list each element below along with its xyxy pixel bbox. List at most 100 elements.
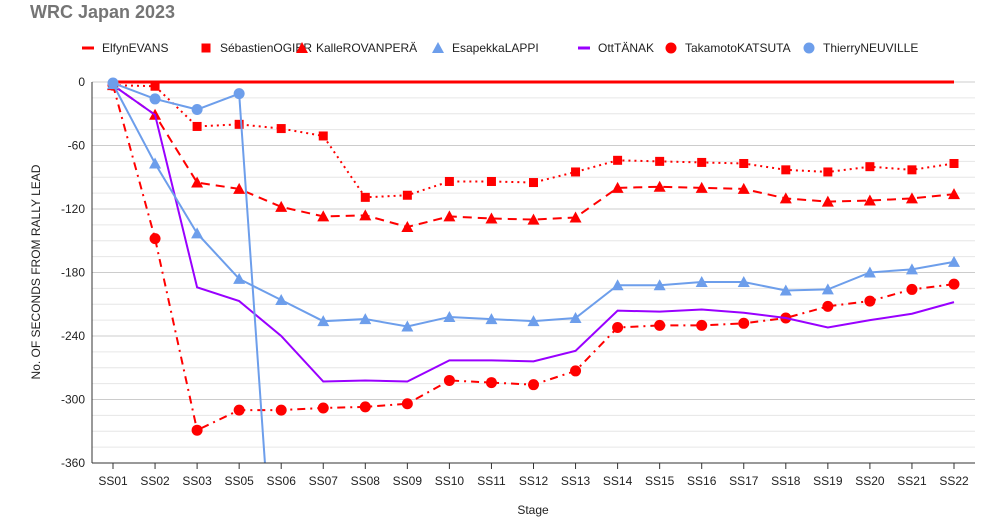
circle-marker — [401, 398, 413, 410]
triangle-marker — [401, 320, 414, 332]
square-marker — [865, 162, 875, 172]
legend-item: OttTÄNAK — [578, 41, 654, 55]
triangle-marker — [149, 157, 162, 169]
y-tick-label: -300 — [61, 393, 85, 407]
circle-marker — [906, 283, 918, 295]
circle-marker — [612, 322, 624, 334]
x-tick-label: SS21 — [897, 474, 927, 488]
triangle-marker — [821, 283, 834, 295]
circle-marker — [822, 300, 834, 312]
legend-label: OttTÄNAK — [598, 41, 654, 55]
square-marker — [907, 165, 917, 175]
x-tick-label: SS11 — [477, 474, 506, 488]
circle-marker — [654, 319, 666, 331]
series-line — [112, 84, 955, 432]
circle-marker — [317, 402, 329, 414]
x-tick-label: SS01 — [98, 474, 128, 488]
triangle-marker — [485, 313, 498, 325]
axes: 0 -60 -120 -180 -240 -300 -360 SS01 SS02 SS03 SS05… — [61, 75, 975, 488]
series-SébastienOGIER — [108, 80, 959, 202]
triangle-marker — [569, 312, 582, 324]
square-marker — [276, 124, 286, 134]
square-marker — [318, 131, 328, 141]
triangle-marker — [317, 210, 330, 222]
square-marker — [739, 158, 749, 168]
x-tick-label: SS03 — [182, 474, 212, 488]
x-tick-label: SS19 — [813, 474, 843, 488]
triangle-marker — [653, 180, 666, 192]
triangle-marker — [695, 276, 708, 288]
triangle-marker — [905, 192, 918, 204]
triangle-marker — [821, 195, 834, 207]
triangle-marker — [359, 313, 372, 325]
square-marker — [529, 178, 538, 188]
x-tick-label: SS06 — [267, 474, 297, 488]
circle-marker — [191, 424, 203, 436]
square-marker — [360, 192, 370, 202]
x-tick-label: SS10 — [435, 474, 465, 488]
triangle-marker — [948, 188, 960, 200]
x-tick-label: SS02 — [140, 474, 170, 488]
x-tick-label: SS07 — [309, 474, 339, 488]
triangle-marker — [695, 181, 708, 193]
triangle-marker — [485, 212, 498, 224]
circle-marker — [485, 377, 497, 389]
triangle-marker — [191, 176, 204, 188]
x-tick-label: SS22 — [939, 474, 969, 488]
triangle-marker — [611, 181, 624, 193]
legend-label: SébastienOGIER — [220, 41, 312, 55]
triangle-marker — [275, 294, 288, 306]
square-marker — [444, 176, 454, 186]
series-line — [112, 84, 955, 229]
triangle-marker — [401, 220, 414, 232]
square-marker — [781, 165, 791, 175]
circle-marker — [665, 42, 677, 54]
legend: ElfynEVANS SébastienOGIER KalleROVANPERÄ Es… — [82, 41, 918, 55]
x-tick-label: SS14 — [603, 474, 633, 488]
triangle-marker — [275, 200, 288, 212]
legend-label: TakamotoKATSUTA — [685, 41, 791, 55]
x-tick-label: SS13 — [561, 474, 591, 488]
triangle-marker — [779, 192, 792, 204]
square-marker — [486, 176, 496, 186]
circle-marker — [233, 88, 245, 100]
triangle-marker — [737, 276, 750, 288]
square-marker — [655, 156, 665, 166]
circle-marker — [948, 278, 960, 290]
circle-marker — [107, 77, 119, 89]
legend-label: EsapekkaLAPPI — [452, 41, 539, 55]
circle-marker — [696, 319, 708, 331]
square-marker — [613, 155, 623, 165]
circle-marker — [570, 365, 582, 377]
triangle-marker — [569, 211, 582, 223]
triangle-marker — [317, 315, 330, 327]
triangle-marker — [443, 310, 456, 322]
triangle-marker — [948, 255, 960, 267]
triangle-marker — [432, 42, 444, 53]
legend-label: KalleROVANPERÄ — [316, 41, 417, 55]
x-tick-label: SS09 — [393, 474, 423, 488]
triangle-marker — [443, 210, 456, 222]
triangle-marker — [905, 263, 918, 275]
square-marker — [402, 190, 412, 200]
square-marker — [150, 81, 160, 91]
legend-item: ElfynEVANS — [82, 41, 168, 55]
x-tick-label: SS20 — [855, 474, 885, 488]
circle-marker — [738, 317, 750, 329]
grid — [92, 81, 975, 464]
triangle-marker — [653, 279, 666, 291]
circle-marker — [864, 295, 876, 307]
triangle-marker — [863, 194, 876, 206]
series-line — [112, 84, 955, 199]
legend-label: ThierryNEUVILLE — [823, 41, 918, 55]
triangle-marker — [779, 284, 792, 296]
triangle-marker — [233, 182, 246, 194]
x-tick-label: SS05 — [224, 474, 254, 488]
series-ThierryNEUVILLE — [107, 77, 266, 464]
square-marker — [192, 121, 202, 131]
y-tick-label: -360 — [61, 456, 85, 470]
square-marker — [949, 158, 959, 168]
square-marker — [201, 43, 211, 53]
circle-marker — [275, 404, 287, 416]
